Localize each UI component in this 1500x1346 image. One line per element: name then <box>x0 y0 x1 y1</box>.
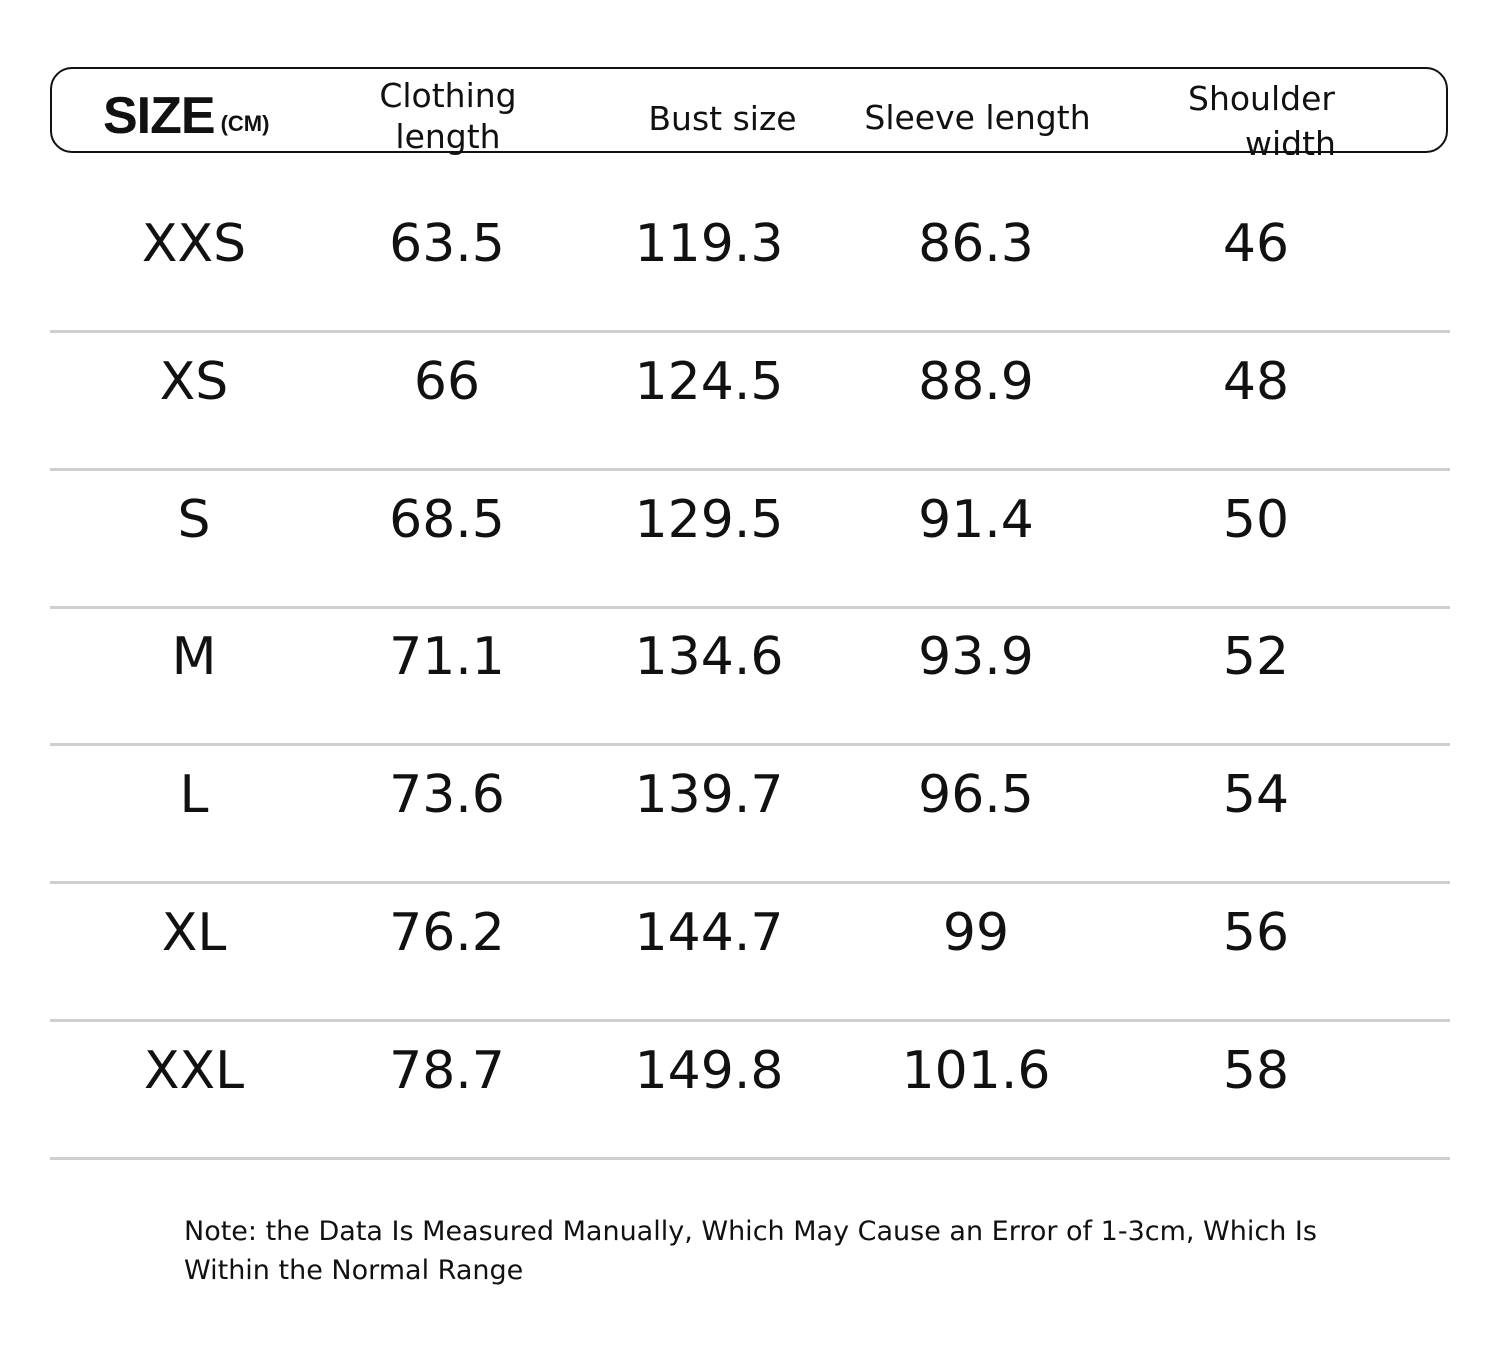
header-shoulder-width: Shoulder width <box>1188 77 1348 155</box>
row-divider <box>50 881 1450 884</box>
clothing-length-cell: 78.7 <box>389 1041 505 1101</box>
table-row: S 68.5 129.5 91.4 50 <box>50 473 1450 609</box>
table-header <box>50 67 1448 153</box>
header-clothing-length-line2: length <box>395 117 501 156</box>
size-cell: XL <box>161 903 227 963</box>
clothing-length-cell: 66 <box>413 352 481 412</box>
sleeve-length-cell: 91.4 <box>918 490 1034 550</box>
shoulder-width-cell: 58 <box>1222 1041 1290 1101</box>
row-divider <box>50 606 1450 609</box>
sleeve-length-cell: 99 <box>942 903 1010 963</box>
row-divider <box>50 1019 1450 1022</box>
sleeve-length-cell: 96.5 <box>918 765 1034 825</box>
sleeve-length-cell: 88.9 <box>918 352 1034 412</box>
shoulder-width-cell: 56 <box>1222 903 1290 963</box>
size-column-header: SIZE (CM) <box>103 86 269 154</box>
sleeve-length-cell: 101.6 <box>901 1041 1051 1101</box>
table-row: XXL 78.7 149.8 101.6 58 <box>50 1024 1450 1160</box>
bust-size-cell: 134.6 <box>634 627 784 687</box>
table-row: XL 76.2 144.7 99 56 <box>50 886 1450 1022</box>
header-clothing-length: Clothing length <box>378 74 518 159</box>
sleeve-length-cell: 86.3 <box>918 214 1034 274</box>
bust-size-cell: 139.7 <box>634 765 784 825</box>
table-row: XS 66 124.5 88.9 48 <box>50 335 1450 471</box>
header-sleeve-length: Sleeve length <box>860 96 1095 140</box>
table-row: M 71.1 134.6 93.9 52 <box>50 610 1450 746</box>
size-cell: L <box>179 765 209 825</box>
header-shoulder-width-line1: Shoulder <box>1188 79 1335 118</box>
sleeve-length-cell: 93.9 <box>918 627 1034 687</box>
clothing-length-cell: 71.1 <box>389 627 505 687</box>
header-clothing-length-line1: Clothing <box>379 76 517 115</box>
clothing-length-cell: 63.5 <box>389 214 505 274</box>
shoulder-width-cell: 48 <box>1222 352 1290 412</box>
bust-size-cell: 149.8 <box>634 1041 784 1101</box>
clothing-length-cell: 73.6 <box>389 765 505 825</box>
size-cell: XXS <box>141 214 247 274</box>
bust-size-cell: 129.5 <box>634 490 784 550</box>
shoulder-width-cell: 52 <box>1222 627 1290 687</box>
shoulder-width-cell: 50 <box>1222 490 1290 550</box>
header-bust-size-line1: Bust size <box>648 99 797 138</box>
size-cell: XXL <box>143 1041 245 1101</box>
measurement-note: Note: the Data Is Measured Manually, Whi… <box>184 1216 1317 1286</box>
row-divider <box>50 743 1450 746</box>
row-divider <box>50 330 1450 333</box>
table-row: XXS 63.5 119.3 86.3 46 <box>50 197 1450 333</box>
size-unit: (CM) <box>220 111 270 136</box>
size-cell: S <box>177 490 211 550</box>
row-divider <box>50 1157 1450 1160</box>
bust-size-cell: 124.5 <box>634 352 784 412</box>
shoulder-width-cell: 46 <box>1222 214 1290 274</box>
header-shoulder-width-line2: width <box>1245 124 1336 155</box>
row-divider <box>50 468 1450 471</box>
clothing-length-cell: 76.2 <box>389 903 505 963</box>
table-row: L 73.6 139.7 96.5 54 <box>50 748 1450 884</box>
size-label: SIZE <box>103 87 216 145</box>
header-sleeve-length-line1: Sleeve length <box>864 98 1091 137</box>
bust-size-cell: 144.7 <box>634 903 784 963</box>
size-cell: M <box>171 627 217 687</box>
clothing-length-cell: 68.5 <box>389 490 505 550</box>
header-bust-size: Bust size <box>640 97 805 141</box>
shoulder-width-cell: 54 <box>1222 765 1290 825</box>
bust-size-cell: 119.3 <box>634 214 784 274</box>
size-cell: XS <box>159 352 229 412</box>
